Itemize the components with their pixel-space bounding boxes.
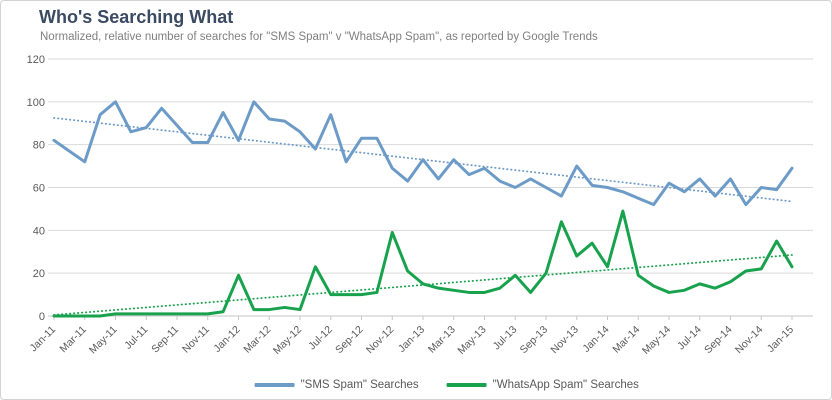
svg-text:Jan-15: Jan-15 bbox=[765, 324, 796, 355]
whatsapp-legend-label: "WhatsApp Spam" Searches bbox=[492, 379, 639, 391]
svg-text:Mar-11: Mar-11 bbox=[57, 324, 89, 356]
sms-legend-swatch bbox=[254, 383, 295, 387]
svg-text:Sep-12: Sep-12 bbox=[333, 324, 366, 357]
svg-text:60: 60 bbox=[33, 183, 45, 195]
svg-text:Mar-13: Mar-13 bbox=[426, 324, 458, 356]
svg-text:Jul-12: Jul-12 bbox=[306, 324, 335, 353]
svg-text:40: 40 bbox=[33, 225, 45, 237]
whatsapp-legend-swatch bbox=[446, 383, 487, 387]
svg-text:Mar-14: Mar-14 bbox=[610, 324, 642, 356]
svg-text:Nov-12: Nov-12 bbox=[364, 324, 397, 357]
sms-series-line bbox=[52, 100, 794, 207]
svg-text:Nov-11: Nov-11 bbox=[180, 324, 212, 356]
svg-text:Mar-12: Mar-12 bbox=[241, 324, 273, 356]
svg-text:Jan-13: Jan-13 bbox=[396, 324, 427, 355]
legend-item-whatsapp: "WhatsApp Spam" Searches bbox=[446, 379, 639, 391]
y-gridlines bbox=[48, 58, 813, 317]
svg-text:May-11: May-11 bbox=[87, 324, 120, 357]
svg-text:120: 120 bbox=[27, 54, 45, 66]
svg-text:May-13: May-13 bbox=[455, 324, 488, 357]
svg-text:20: 20 bbox=[33, 268, 45, 280]
svg-text:Jan-12: Jan-12 bbox=[211, 324, 242, 355]
svg-text:Nov-13: Nov-13 bbox=[548, 324, 581, 357]
svg-text:Sep-13: Sep-13 bbox=[518, 324, 551, 357]
svg-text:Jan-14: Jan-14 bbox=[580, 324, 611, 355]
legend-item-sms: "SMS Spam" Searches bbox=[254, 379, 419, 391]
svg-text:100: 100 bbox=[27, 97, 45, 109]
svg-text:Jul-14: Jul-14 bbox=[675, 324, 704, 353]
svg-text:Jul-11: Jul-11 bbox=[122, 324, 150, 352]
svg-text:May-12: May-12 bbox=[271, 324, 304, 357]
x-axis-ticks bbox=[53, 316, 793, 320]
whatsapp-trendline bbox=[53, 254, 793, 316]
legend: "SMS Spam" Searches "WhatsApp Spam" Sear… bbox=[254, 379, 639, 391]
svg-text:Jul-13: Jul-13 bbox=[491, 324, 520, 353]
sms-legend-label: "SMS Spam" Searches bbox=[300, 379, 419, 391]
chart-subtitle: Normalized, relative number of searches … bbox=[40, 31, 598, 43]
svg-text:Sep-14: Sep-14 bbox=[702, 324, 735, 357]
svg-text:May-14: May-14 bbox=[640, 324, 673, 357]
svg-text:0: 0 bbox=[39, 311, 45, 323]
svg-text:Jan-11: Jan-11 bbox=[27, 324, 58, 355]
chart-title: Who's Searching What bbox=[39, 7, 234, 27]
svg-text:Nov-14: Nov-14 bbox=[733, 324, 766, 357]
svg-text:80: 80 bbox=[33, 140, 45, 152]
y-axis-labels: 0 20 40 60 80 100 120 bbox=[27, 54, 45, 323]
whatsapp-series-line bbox=[52, 209, 794, 318]
svg-text:Sep-11: Sep-11 bbox=[149, 324, 181, 356]
